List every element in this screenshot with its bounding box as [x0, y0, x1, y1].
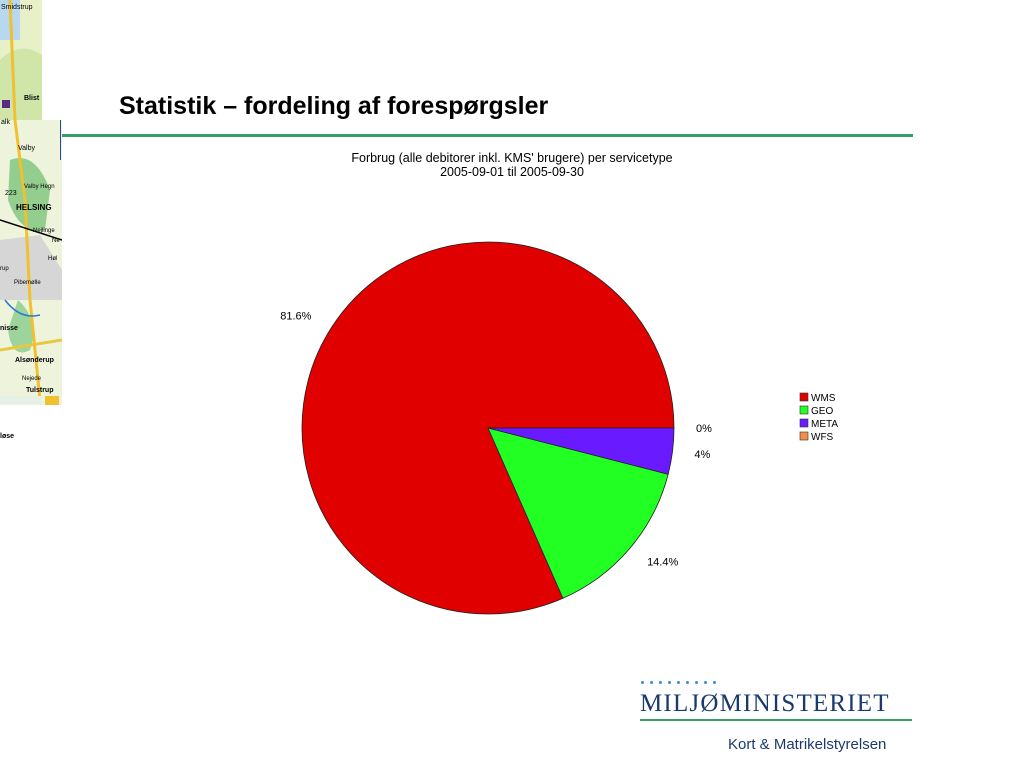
legend-swatch-wms — [799, 392, 809, 402]
legend-swatch-wfs — [799, 431, 809, 441]
legend-label-wms: WMS — [811, 393, 836, 404]
legend-label-meta: META — [811, 419, 838, 430]
legend-label-wfs: WFS — [811, 432, 834, 443]
map-label: rup — [0, 266, 9, 272]
map-label: Nejlinge — [33, 228, 55, 234]
data-label-meta: 4% — [694, 449, 710, 461]
map-strip-image: Smidstrup Blist alk Valby 223 Valby Hegn… — [0, 0, 62, 440]
pie-slice-meta — [487, 427, 675, 475]
legend-swatch-geo — [799, 405, 809, 415]
map-label: Tulstrup — [26, 387, 53, 394]
map-label: Smidstrup — [1, 4, 33, 11]
map-label: 223 — [5, 190, 17, 197]
data-label-wms: 81.6% — [280, 310, 311, 322]
agency-name: Kort & Matrikelstyrelsen — [728, 736, 887, 753]
map-label: Alsønderup — [15, 357, 54, 364]
data-label-wfs: 0% — [696, 423, 712, 435]
pie-slice-wms — [301, 241, 675, 615]
map-label: Valby — [18, 145, 35, 152]
chart-title: Forbrug (alle debitorer inkl. KMS' bruge… — [300, 151, 724, 179]
map-label: HELSING — [16, 203, 52, 212]
map-label: løse — [0, 433, 14, 440]
map-divider-line — [60, 120, 61, 160]
slide-title: Statistik – fordeling af forespørgsler — [119, 92, 549, 120]
data-label-geo: 14.4% — [647, 556, 678, 568]
legend-label-geo: GEO — [811, 406, 833, 417]
map-label: Nejede — [22, 376, 42, 382]
title-underline — [62, 134, 913, 137]
map-label: alk — [1, 119, 10, 126]
chart-title-line-2: 2005-09-01 til 2005-09-30 — [440, 165, 584, 179]
pie-slice-geo — [487, 427, 669, 599]
chart-title-line-1: Forbrug (alle debitorer inkl. KMS' bruge… — [351, 151, 673, 165]
logo-dots — [641, 681, 716, 684]
map-label: Valby Hegn — [24, 184, 55, 190]
map-label: Blist — [24, 95, 40, 102]
map-label: Ne — [52, 238, 60, 244]
map-label: Pibemølle — [14, 280, 41, 286]
map-label: nisse — [0, 325, 18, 332]
logo-rule — [640, 719, 912, 721]
legend-swatch-meta — [799, 418, 809, 428]
ministry-logo: MILJØMINISTERIET — [640, 690, 890, 717]
map-label: Høl — [48, 256, 57, 262]
